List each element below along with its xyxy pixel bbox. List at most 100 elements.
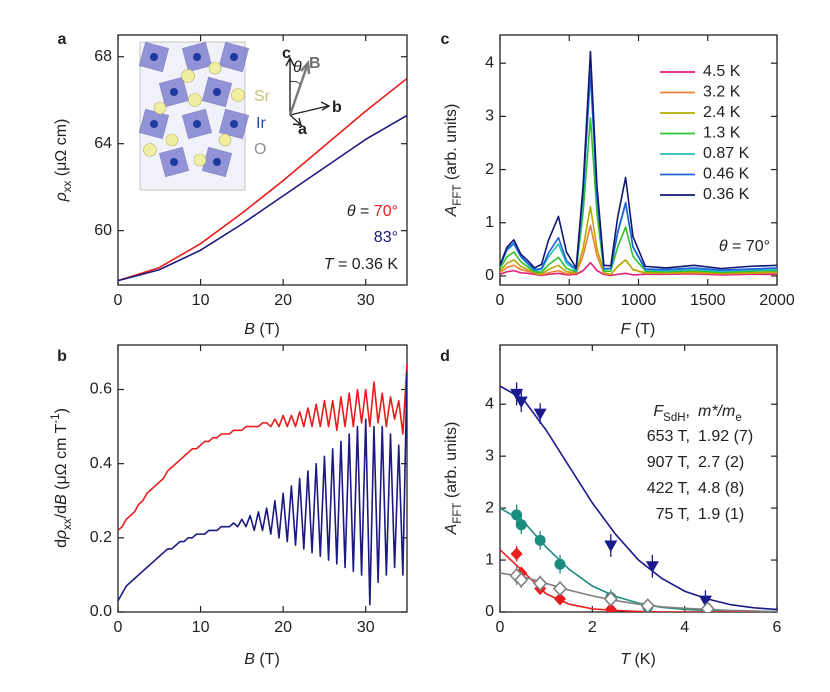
x-axis-label: T (K)	[620, 651, 656, 668]
legend-value: 2.7 (2)	[698, 454, 744, 471]
marker	[514, 396, 528, 409]
y-tick-label: 68	[94, 48, 112, 65]
text-part: a	[298, 121, 307, 138]
text-part: xx	[62, 518, 74, 530]
annotation: θ	[293, 59, 302, 76]
text-part: 70°	[374, 203, 398, 220]
annotation: Sr	[254, 88, 271, 105]
text-part: -1	[50, 413, 62, 423]
marker	[554, 592, 567, 606]
text-part: T	[324, 256, 335, 273]
marker	[510, 547, 523, 561]
text-part: (arb. units)	[443, 104, 460, 185]
x-tick-label: 0	[496, 292, 505, 309]
plot-frame	[117, 34, 408, 286]
x-tick-label: 4	[680, 619, 689, 636]
panel-label: b	[57, 348, 67, 365]
annotation: 83°	[374, 229, 398, 246]
x-axis-label: F (T)	[621, 321, 656, 338]
text-part: SdH	[663, 412, 685, 424]
legend-label: 3.2 K	[703, 84, 741, 101]
y-tick-label: 2	[485, 161, 494, 178]
text-part: = 0.36 K	[334, 256, 399, 273]
y-tick-label: 3	[485, 108, 494, 125]
x-axis-label: B (T)	[244, 651, 280, 668]
x-tick-label: 1000	[621, 292, 657, 309]
y-axis-label: dρxx/dB (μΩ cm T-1)	[50, 408, 74, 548]
x-tick-label: 1500	[690, 292, 726, 309]
text-part: B	[244, 651, 255, 668]
text-part: (K)	[630, 651, 656, 668]
x-tick-label: 0	[496, 619, 505, 636]
annotation: c	[282, 45, 291, 62]
data-line	[500, 117, 777, 274]
data-line	[500, 261, 777, 277]
marker	[515, 519, 527, 531]
y-tick-label: 64	[94, 135, 112, 152]
legend-label: 75 T,	[656, 506, 690, 523]
legend-title: m*/me	[698, 403, 742, 424]
text-part: ,	[686, 403, 690, 420]
data-line	[118, 114, 407, 282]
legend-title: FSdH,	[653, 403, 690, 424]
text-part: FFT	[452, 185, 464, 206]
marker	[534, 534, 546, 546]
y-tick-label: 60	[94, 222, 112, 239]
text-part: B	[309, 55, 321, 72]
data-line	[500, 70, 777, 271]
x-tick-label: 20	[274, 619, 292, 636]
text-part: B	[244, 321, 255, 338]
fit-line	[500, 385, 777, 611]
plot-frame	[499, 344, 778, 613]
fit-line	[500, 549, 777, 612]
text-part: F	[653, 403, 664, 420]
x-tick-label: 30	[357, 292, 375, 309]
marker	[603, 591, 618, 607]
y-tick-label: 0	[485, 267, 494, 284]
text-part: (T)	[630, 321, 655, 338]
annotation: a	[298, 121, 307, 138]
text-part: )	[53, 408, 70, 413]
y-axis-label: ρxx (μΩ cm)	[53, 119, 74, 203]
data-line	[118, 370, 407, 606]
x-tick-label: 2	[588, 619, 597, 636]
x-tick-label: 10	[192, 292, 210, 309]
x-axis-label: B (T)	[244, 321, 280, 338]
y-tick-label: 1	[485, 551, 494, 568]
y-axis-label: AFFT (arb. units)	[443, 104, 464, 218]
text-part: θ	[347, 203, 356, 220]
marker	[533, 575, 548, 592]
text-part: (arb. units)	[443, 422, 460, 503]
marker	[698, 595, 712, 608]
text-part: ρ	[53, 530, 70, 540]
annotation: O	[254, 141, 266, 158]
y-tick-label: 0.6	[90, 381, 112, 398]
plot-frame	[117, 344, 408, 613]
plot-area	[500, 382, 777, 612]
y-tick-label: 0.0	[90, 603, 112, 620]
legend-label: 1.3 K	[703, 125, 741, 142]
marker	[604, 602, 617, 612]
legend-label: 2.4 K	[703, 104, 741, 121]
x-tick-label: 2000	[759, 292, 795, 309]
text-part: (T)	[255, 321, 280, 338]
data-line	[118, 363, 407, 532]
y-tick-label: 0.4	[90, 455, 112, 472]
marker	[640, 598, 655, 612]
annotation: θ = 70°	[719, 238, 770, 255]
legend-value: 1.9 (1)	[698, 506, 744, 523]
text-part: m*/m	[698, 403, 735, 420]
panel-label: a	[58, 31, 67, 48]
text-part: A	[443, 206, 460, 218]
text-part: B	[53, 494, 70, 505]
text-part: θ	[293, 59, 302, 76]
legend-label: 907 T,	[647, 454, 690, 471]
text-part: ρ	[53, 192, 70, 202]
marker	[510, 388, 524, 401]
data-line	[118, 77, 407, 282]
legend-label: 0.36 K	[703, 186, 750, 203]
y-tick-label: 0	[485, 603, 494, 620]
legend-label: 653 T,	[647, 428, 690, 445]
x-tick-label: 500	[556, 292, 583, 309]
